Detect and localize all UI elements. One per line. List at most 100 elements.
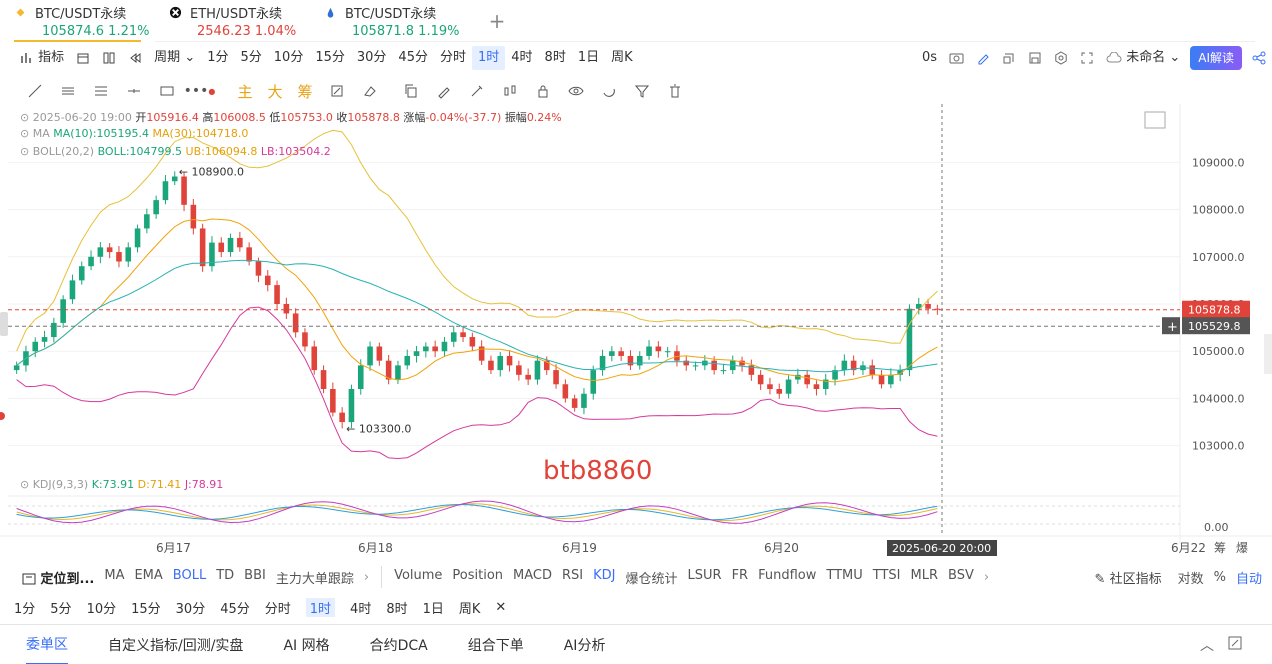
bottom-interval-周K[interactable]: 周K — [458, 601, 481, 617]
main-indicator-EMA[interactable]: EMA — [134, 567, 163, 583]
lock-icon[interactable] — [526, 79, 559, 103]
eraser-icon[interactable] — [353, 79, 386, 103]
hline-icon[interactable] — [117, 79, 150, 103]
sub-indicator-FR[interactable]: FR — [731, 567, 749, 583]
interval-8时[interactable]: 8时 — [544, 50, 566, 65]
chevron-right-icon[interactable]: › — [363, 569, 370, 585]
more-icon[interactable]: ••• ● — [183, 83, 216, 99]
main-force-button[interactable]: 主 — [237, 82, 253, 101]
sub-indicator-Position[interactable]: Position — [452, 567, 504, 583]
sub-indicator-Fundflow[interactable]: Fundflow — [758, 567, 817, 583]
pen-icon[interactable] — [427, 79, 460, 103]
interval-10分[interactable]: 10分 — [273, 50, 304, 65]
interval-1时[interactable]: 1时 — [471, 46, 506, 70]
bottom-tab-3[interactable]: 合约DCA — [369, 637, 428, 654]
auto-toggle[interactable]: 自动 — [1235, 571, 1262, 587]
bottom-interval-1分[interactable]: 1分 — [14, 601, 36, 617]
main-indicator-主力大单跟踪[interactable]: 主力大单跟踪 — [275, 571, 354, 587]
share-icon[interactable] — [1246, 46, 1272, 70]
copy-icon[interactable] — [394, 79, 427, 103]
chevron-up-icon[interactable]: ︿ — [1200, 637, 1214, 654]
rectangle-icon[interactable] — [150, 79, 183, 103]
bottom-interval-4时[interactable]: 4时 — [350, 601, 372, 617]
tab-btc-usdt-2[interactable]: BTC/USDT永续 105871.8 1.19% — [310, 0, 465, 42]
bottom-interval-10分[interactable]: 10分 — [86, 601, 117, 617]
interval-1日[interactable]: 1日 — [577, 50, 600, 65]
collapse-icon[interactable]: ⊙ — [20, 145, 30, 158]
brush-icon[interactable] — [460, 79, 493, 103]
sub-indicator-Volume[interactable]: Volume — [394, 567, 443, 583]
bottom-interval-分时[interactable]: 分时 — [264, 601, 291, 617]
bottom-interval-1日[interactable]: 1日 — [422, 601, 444, 617]
pencil-icon[interactable] — [970, 46, 996, 70]
bottom-interval-30分[interactable]: 30分 — [175, 601, 206, 617]
bottom-interval-15分[interactable]: 15分 — [131, 601, 161, 617]
interval-5分[interactable]: 5分 — [240, 50, 262, 65]
bottom-tab-0[interactable]: 委单区 — [26, 625, 68, 664]
link-icon[interactable] — [592, 79, 625, 103]
camera-icon[interactable] — [943, 46, 970, 70]
bottom-interval-8时[interactable]: 8时 — [386, 601, 408, 617]
add-tab-button[interactable]: + — [488, 8, 506, 33]
indicator-button[interactable]: 指标 — [14, 46, 70, 70]
main-indicator-MA[interactable]: MA — [104, 567, 125, 583]
percent-toggle[interactable]: % — [1213, 569, 1226, 585]
interval-周K[interactable]: 周K — [611, 50, 633, 65]
locate-button[interactable]: 定位到... — [22, 568, 94, 587]
settings-icon[interactable] — [1048, 46, 1074, 70]
expand-icon[interactable] — [1228, 636, 1242, 654]
log-toggle[interactable]: 对数 — [1177, 571, 1204, 587]
bottom-interval-45分[interactable]: 45分 — [220, 601, 250, 617]
main-indicator-TD[interactable]: TD — [216, 567, 235, 583]
save-icon[interactable] — [1022, 46, 1048, 70]
sub-indicator-TTMU[interactable]: TTMU — [826, 567, 863, 583]
collapse-icon[interactable]: ⊙ — [20, 127, 30, 140]
sub-indicator-BSV[interactable]: BSV — [948, 567, 974, 583]
template-dropdown[interactable]: 未命名 ⌄ — [1100, 46, 1186, 70]
eye-icon[interactable] — [559, 79, 592, 103]
bottom-interval-1时[interactable]: 1时 — [305, 597, 336, 617]
main-indicator-BOLL[interactable]: BOLL — [172, 567, 207, 583]
bottom-tab-2[interactable]: AI 网格 — [283, 637, 330, 654]
chip-button[interactable]: 筹 — [297, 82, 313, 101]
calendar-button[interactable] — [70, 46, 96, 70]
tab-eth-usdt[interactable]: ETH/USDT永续 2546.23 1.04% — [155, 0, 310, 42]
interval-15分[interactable]: 15分 — [315, 50, 345, 65]
interval-分时[interactable]: 分时 — [439, 50, 466, 65]
trendline-icon[interactable] — [18, 79, 51, 103]
chart-area[interactable]: 109000.0108000.0107000.0106000.0105000.0… — [0, 104, 1272, 564]
interval-30分[interactable]: 30分 — [356, 50, 387, 65]
fullscreen-icon[interactable] — [1074, 46, 1100, 70]
replay-button[interactable] — [122, 46, 148, 70]
filter-icon[interactable] — [625, 79, 658, 103]
bottom-tab-1[interactable]: 自定义指标/回测/实盘 — [108, 637, 244, 654]
sub-indicator-KDJ[interactable]: KDJ — [593, 567, 616, 583]
bottom-tab-5[interactable]: AI分析 — [563, 637, 606, 654]
price-chart[interactable]: 109000.0108000.0107000.0106000.0105000.0… — [0, 104, 1272, 564]
magnet-icon[interactable] — [320, 79, 353, 103]
chevron-right-icon[interactable]: › — [983, 569, 990, 585]
bottom-tab-4[interactable]: 组合下单 — [467, 637, 524, 654]
bottom-interval-5分[interactable]: 5分 — [50, 601, 72, 617]
parallel-lines-icon[interactable] — [51, 79, 84, 103]
close-icon[interactable]: ✕ — [495, 599, 507, 615]
sub-indicator-TTSI[interactable]: TTSI — [872, 567, 901, 583]
period-dropdown[interactable]: 周期 ⌄ — [148, 46, 201, 70]
candles-icon[interactable] — [493, 79, 526, 103]
popout-icon[interactable] — [996, 46, 1022, 70]
large-order-button[interactable]: 大 — [267, 82, 283, 101]
collapse-icon[interactable]: ⊙ — [20, 111, 30, 124]
trash-icon[interactable] — [658, 79, 691, 103]
collapse-icon[interactable]: ⊙ — [20, 478, 30, 491]
sub-indicator-MLR[interactable]: MLR — [910, 567, 939, 583]
main-indicator-BBI[interactable]: BBI — [244, 567, 266, 583]
sub-indicator-MACD[interactable]: MACD — [513, 567, 553, 583]
interval-4时[interactable]: 4时 — [511, 50, 533, 65]
interval-45分[interactable]: 45分 — [398, 50, 428, 65]
tab-btc-usdt[interactable]: BTC/USDT永续 105874.6 1.21% — [0, 0, 155, 42]
community-indicator-button[interactable]: ✎ 社区指标 — [1095, 568, 1162, 587]
ai-read-button[interactable]: AI解读 — [1190, 46, 1242, 70]
layout-button[interactable] — [96, 46, 122, 70]
sub-indicator-LSUR[interactable]: LSUR — [687, 567, 722, 583]
interval-1分[interactable]: 1分 — [207, 50, 229, 65]
